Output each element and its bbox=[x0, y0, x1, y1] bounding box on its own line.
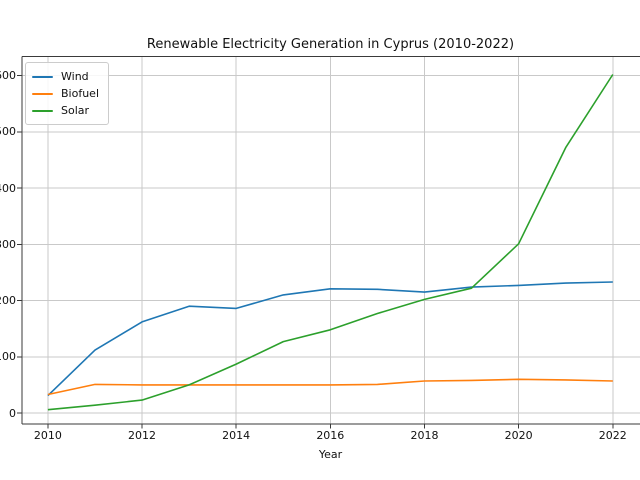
x-tick-label-2016: 2016 bbox=[316, 429, 345, 442]
legend-label-wind: Wind bbox=[61, 70, 89, 83]
y-tick-label-100: 100 bbox=[0, 350, 16, 364]
series-line-wind bbox=[47, 281, 613, 397]
legend-items: Wind Biofuel Solar bbox=[32, 68, 99, 119]
y-tick-label-600: 600 bbox=[0, 69, 16, 83]
series-line-solar bbox=[47, 74, 614, 411]
gridlines bbox=[22, 56, 640, 424]
legend-line-sample-wind bbox=[32, 75, 53, 78]
data-series-lines bbox=[47, 74, 614, 411]
chart-title: Renewable Electricity Generation in Cypr… bbox=[146, 37, 515, 52]
y-tick-label-0: 0 bbox=[9, 406, 16, 420]
legend-item-solar: Solar bbox=[32, 102, 99, 119]
y-tick-label-400: 400 bbox=[0, 181, 16, 195]
x-tick-label-2012: 2012 bbox=[128, 429, 157, 442]
tick-marks bbox=[17, 75, 614, 429]
legend-item-wind: Wind bbox=[32, 68, 99, 85]
legend-label-biofuel: Biofuel bbox=[61, 87, 100, 100]
legend-item-biofuel: Biofuel bbox=[32, 85, 99, 102]
series-line-biofuel bbox=[47, 378, 613, 396]
y-tick-label-500: 500 bbox=[0, 125, 16, 139]
x-tick-label-2018: 2018 bbox=[410, 429, 439, 442]
x-tick-label-2020: 2020 bbox=[504, 429, 533, 442]
x-tick-label-2010: 2010 bbox=[33, 429, 62, 442]
y-tick-label-200: 200 bbox=[0, 294, 16, 308]
legend-line-sample-biofuel bbox=[32, 92, 53, 95]
legend: Wind Biofuel Solar bbox=[25, 62, 110, 125]
x-tick-label-2022: 2022 bbox=[598, 429, 627, 442]
x-tick-label-2014: 2014 bbox=[222, 429, 251, 442]
y-tick-label-300: 300 bbox=[0, 237, 16, 251]
legend-line-sample-solar bbox=[32, 109, 53, 112]
x-axis-label: Year bbox=[318, 448, 343, 461]
legend-label-solar: Solar bbox=[61, 104, 90, 117]
axes-spines bbox=[21, 56, 640, 425]
